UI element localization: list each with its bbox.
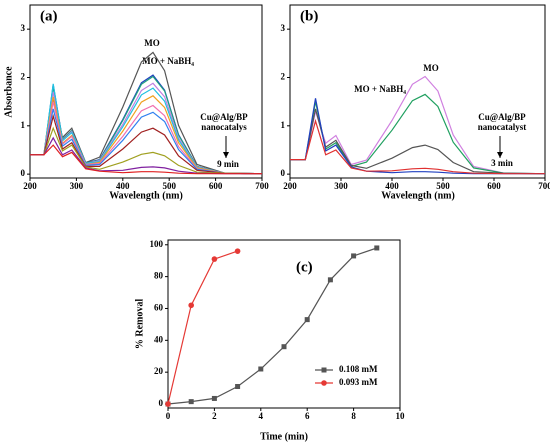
x-tick-label: 300 bbox=[334, 181, 348, 191]
annotation: 9 min bbox=[217, 159, 239, 169]
y-tick-label: 40 bbox=[154, 334, 164, 344]
x-axis-label: Wavelength (nm) bbox=[109, 190, 183, 201]
series-line bbox=[290, 108, 546, 175]
marker bbox=[281, 344, 287, 350]
marker bbox=[351, 253, 357, 259]
series-line bbox=[167, 250, 238, 405]
x-tick-label: 400 bbox=[116, 181, 130, 191]
x-tick-label: 200 bbox=[283, 181, 297, 191]
y-axis-label: Absorbance bbox=[3, 66, 14, 118]
annotation: nanocatalyst bbox=[478, 122, 527, 132]
arrow-head bbox=[497, 152, 503, 158]
x-tick-label: 600 bbox=[209, 181, 223, 191]
marker bbox=[211, 256, 218, 262]
x-tick-label: 700 bbox=[255, 181, 269, 191]
x-tick-label: 500 bbox=[436, 181, 450, 191]
annotation: MO + NaBH₄ bbox=[354, 84, 406, 94]
series-line bbox=[30, 101, 263, 175]
x-tick-label: 6 bbox=[305, 411, 310, 421]
x-tick-label: 600 bbox=[487, 181, 501, 191]
y-tick-label: 1 bbox=[281, 120, 286, 130]
x-tick-label: 4 bbox=[259, 411, 264, 421]
series-line bbox=[30, 83, 263, 175]
x-axis-label: Time (min) bbox=[260, 431, 308, 442]
annotation: MO bbox=[144, 38, 160, 48]
panel-label: (a) bbox=[40, 8, 58, 24]
x-tick-label: 500 bbox=[162, 181, 176, 191]
plot-frame bbox=[29, 4, 263, 179]
y-tick-label: 0 bbox=[281, 168, 286, 178]
y-tick-label: 3 bbox=[281, 23, 286, 33]
x-tick-label: 200 bbox=[23, 181, 37, 191]
marker bbox=[234, 248, 241, 254]
series-line bbox=[30, 136, 262, 175]
marker bbox=[327, 277, 333, 283]
series-line bbox=[30, 144, 262, 175]
x-tick-label: 10 bbox=[396, 411, 406, 421]
y-tick-label: 1 bbox=[21, 120, 26, 130]
marker bbox=[188, 302, 194, 309]
annotation: Cu@Alg/BP bbox=[478, 112, 526, 122]
y-tick-label: 2 bbox=[21, 72, 26, 82]
x-tick-label: 700 bbox=[538, 181, 550, 191]
y-tick-label: 2 bbox=[281, 72, 286, 82]
plot-frame bbox=[167, 239, 401, 409]
annotation: nanocatalys bbox=[201, 122, 247, 132]
x-tick-label: 0 bbox=[166, 411, 171, 421]
y-tick-label: 100 bbox=[150, 239, 164, 249]
annotation: 3 min bbox=[491, 158, 513, 168]
marker bbox=[188, 399, 194, 405]
marker bbox=[374, 245, 380, 251]
x-axis-label: Wavelength (nm) bbox=[381, 190, 455, 201]
marker bbox=[258, 366, 264, 372]
marker bbox=[165, 401, 171, 407]
y-tick-label: 0 bbox=[21, 168, 26, 178]
arrow-head bbox=[223, 152, 229, 158]
series-line bbox=[167, 247, 377, 405]
series-line bbox=[290, 98, 545, 175]
plot-frame bbox=[289, 4, 546, 179]
series-line bbox=[290, 118, 545, 175]
x-tick-label: 8 bbox=[351, 411, 356, 421]
panel-label: (c) bbox=[296, 259, 313, 275]
series-line bbox=[30, 126, 263, 175]
x-tick-label: 2 bbox=[212, 411, 217, 421]
legend-label: 0.108 mM bbox=[339, 364, 378, 374]
x-tick-label: 300 bbox=[70, 181, 84, 191]
y-tick-label: 20 bbox=[154, 366, 164, 376]
series-line bbox=[30, 108, 263, 175]
y-axis-label: % Removal bbox=[134, 299, 145, 349]
y-tick-label: 60 bbox=[154, 303, 164, 313]
annotation: MO + NaBH₄ bbox=[142, 56, 194, 66]
series-line bbox=[30, 95, 263, 175]
annotation: Cu@Alg/BP bbox=[200, 112, 248, 122]
legend-label: 0.093 mM bbox=[339, 377, 378, 387]
panel-label: (b) bbox=[300, 8, 318, 24]
x-tick-label: 400 bbox=[385, 181, 399, 191]
y-tick-label: 80 bbox=[154, 271, 164, 281]
y-tick-label: 3 bbox=[21, 23, 26, 33]
legend-marker bbox=[321, 367, 327, 373]
legend-marker bbox=[321, 380, 327, 386]
y-tick-label: 0 bbox=[159, 398, 164, 408]
series-line bbox=[30, 113, 263, 175]
marker bbox=[235, 384, 241, 390]
annotation: MO bbox=[423, 63, 439, 73]
marker bbox=[304, 317, 310, 323]
marker bbox=[211, 395, 217, 401]
